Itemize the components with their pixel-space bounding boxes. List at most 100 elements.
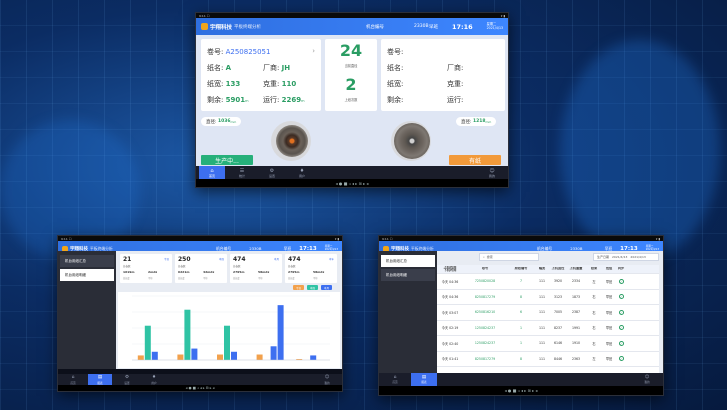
current-diameter-count: 24 [339, 41, 363, 60]
stat-label: 总卷数 [288, 265, 296, 268]
system-navigation-bar[interactable]: ◂ ● ■ ◃ ◂ ▸ ⊞ ▸ ◂ [379, 386, 663, 395]
table-cell: 早班 [605, 341, 613, 346]
nav-settings[interactable]: ⚙ 设置 [259, 166, 285, 181]
legend-today[interactable]: 今日 [293, 285, 304, 290]
chart-bar[interactable] [151, 351, 158, 360]
nav-label: 首页 [392, 381, 398, 385]
column-header[interactable]: 上机重量 [569, 267, 583, 271]
column-header[interactable]: 上机时间 下机时间 [443, 265, 457, 273]
nav-user[interactable]: ♦ 用户 [142, 374, 166, 387]
label: 克重: [263, 80, 280, 88]
stat-period: 今日 [163, 258, 169, 261]
table-cell: 8250817279 [474, 356, 496, 361]
date-value: 2021/4/13 [645, 247, 659, 251]
date: 星期二 2021/4/13 [324, 245, 338, 252]
legend-week[interactable]: 本周 [307, 285, 318, 290]
status-bar: 9:11 ☐ ▾ ▮ [58, 236, 342, 241]
stat-average-label: 平均 [148, 277, 153, 280]
sidebar-item-summary[interactable]: 机台用纸汇总 [381, 255, 435, 267]
chart-bar[interactable] [144, 325, 151, 360]
stat-card[interactable]: 474 本年 总卷数 2795m 58mdz 总长度 平均 [285, 254, 337, 283]
table-cell: 1 [519, 325, 523, 330]
column-header[interactable]: 同步 [617, 267, 625, 271]
search-input[interactable]: ⌕ 搜索 [479, 253, 539, 261]
nav-home[interactable]: ⌂ 首页 [382, 373, 408, 387]
table-row[interactable]: 今天 04:36 8250817279 8 111 3123 1873 右 早班 ✓ [437, 290, 659, 306]
home-icon: ⌂ [210, 168, 214, 174]
logo-icon [201, 23, 208, 30]
gear-icon: ⚙ [124, 375, 130, 381]
has-paper-button[interactable]: 有纸 [449, 155, 501, 165]
date: 星期二 2021/4/13 [645, 245, 659, 252]
nav-user[interactable]: ♦ 用户 [289, 166, 315, 181]
nav-report[interactable]: ▤ 报表 [88, 374, 112, 387]
run-label: 运行: [447, 96, 464, 104]
reel-status-panel: 卷号: A250825051 › 纸名: A 厂商: JH 纸宽: 133 克重… [196, 35, 508, 169]
table-cell: 早班 [605, 310, 613, 315]
chart-bar[interactable] [184, 309, 191, 360]
date-value: 2021/4/13 [324, 247, 338, 251]
sidebar-item-summary[interactable]: 机台用纸汇总 [60, 255, 114, 267]
table-row[interactable]: 今天 02:40 1250824237 1 111 6146 1910 右早班 ✓ [437, 336, 659, 352]
chart-bar[interactable] [270, 346, 277, 360]
date-filter-label: 生产日期 [597, 255, 610, 259]
sync-check-icon: ✓ [618, 325, 624, 331]
chart-bar[interactable] [231, 351, 237, 360]
column-header[interactable]: 原纸编号 [514, 267, 528, 271]
column-header[interactable]: 班组 [605, 267, 613, 271]
station-value: 2330B [249, 246, 262, 251]
nav-stats[interactable]: ☰ 统计 [229, 166, 255, 181]
date: 星期二 2021/4/13 [487, 22, 503, 30]
column-header[interactable]: 幅宽 [538, 267, 546, 271]
date-filter[interactable]: 生产日期 2021/4/13 2021/4/13 [593, 253, 659, 261]
producing-button[interactable]: 生产中... [201, 155, 253, 165]
chevron-right-icon[interactable]: › [312, 47, 315, 55]
width-label: 纸宽: [387, 80, 404, 88]
current-diameter-label: 当前直径 [344, 64, 358, 68]
width-row: 纸宽: 133 [207, 79, 240, 89]
nav-mine[interactable]: ☺ 我的 [315, 374, 339, 387]
chart-bar[interactable] [177, 354, 184, 360]
nav-settings[interactable]: ⚙ 设置 [115, 374, 139, 387]
column-header[interactable]: 卷号 [481, 267, 489, 271]
date-from[interactable]: 2021/4/13 [612, 255, 628, 259]
chart-bar[interactable] [137, 355, 144, 360]
system-navigation-bar[interactable]: ◂ ● ■ ◃ ◂ ▸ ⊞ ▸ ◂ [58, 385, 342, 391]
nav-home[interactable]: ⌂ 首页 [199, 166, 225, 181]
maker-label: 厂商: [447, 64, 464, 72]
chart-bar[interactable] [217, 354, 223, 360]
stat-card[interactable]: 250 本周 总卷数 6221m 42mdz 总长度 平均 [175, 254, 227, 283]
nav-home[interactable]: ⌂ 首页 [61, 374, 85, 387]
table-row[interactable]: 今天 02:19 1250824237 1 111 8237 1991 右早班 ✓ [437, 321, 659, 337]
nav-report[interactable]: ▤ 报表 [411, 373, 437, 387]
stat-total: 474 [288, 256, 301, 263]
right-reel-card[interactable]: 卷号: 纸名: 厂商: 纸宽: 克重: 剩余: 运行: [381, 39, 505, 111]
system-navigation-bar[interactable]: ◂ ● ■ ◃ ◂ ▸ ⊞ ▸ ◂ [196, 179, 508, 187]
sidebar-item-detail[interactable]: 机台用纸明细 [60, 269, 114, 281]
stat-card[interactable]: 474 本月 总卷数 2795m 58mdz 总长度 平均 [230, 254, 282, 283]
paper-name-row: 纸名: A [207, 63, 231, 73]
chart-bar[interactable] [224, 325, 230, 360]
profile-icon: ☺ [489, 168, 495, 174]
left-reel-card[interactable]: 卷号: A250825051 › 纸名: A 厂商: JH 纸宽: 133 克重… [201, 39, 321, 111]
table-row[interactable]: 今天 01:41 8250817279 8 111 8446 2363 左 早班 ✓ [437, 352, 659, 368]
table-row[interactable]: 今天 03:07 6250816210 6 111 7005 2387 右 早班 ✓ [437, 305, 659, 321]
sidebar-item-detail[interactable]: 机台用纸明细 [381, 269, 435, 281]
chart-bar[interactable] [256, 354, 263, 360]
chart-bar[interactable] [191, 348, 198, 360]
status-right: ▾ ▮ [500, 13, 505, 18]
chart-bar[interactable] [296, 359, 303, 360]
column-header[interactable]: 纸架 [590, 267, 598, 271]
column-header[interactable]: 上机直径 [551, 267, 565, 271]
nav-label: 报表 [97, 381, 103, 385]
stat-card[interactable]: 21 今日 总卷数 1619m 2mdz 总长度 平均 [120, 254, 172, 283]
chart-bar[interactable] [277, 305, 284, 360]
table-row[interactable]: 今天 04:36 7250820028 7 111 3920 2334 左 早班 ✓ [437, 274, 659, 290]
date-to[interactable]: 2021/4/13 [630, 255, 646, 259]
nav-label: 我的 [488, 174, 495, 178]
nav-mine[interactable]: ☺ 我的 [634, 373, 660, 387]
table-cell: 3123 [553, 294, 563, 299]
chart-bar[interactable] [310, 355, 317, 360]
legend-month[interactable]: 本月 [321, 285, 332, 290]
nav-mine[interactable]: ☺ 我的 [479, 166, 505, 181]
